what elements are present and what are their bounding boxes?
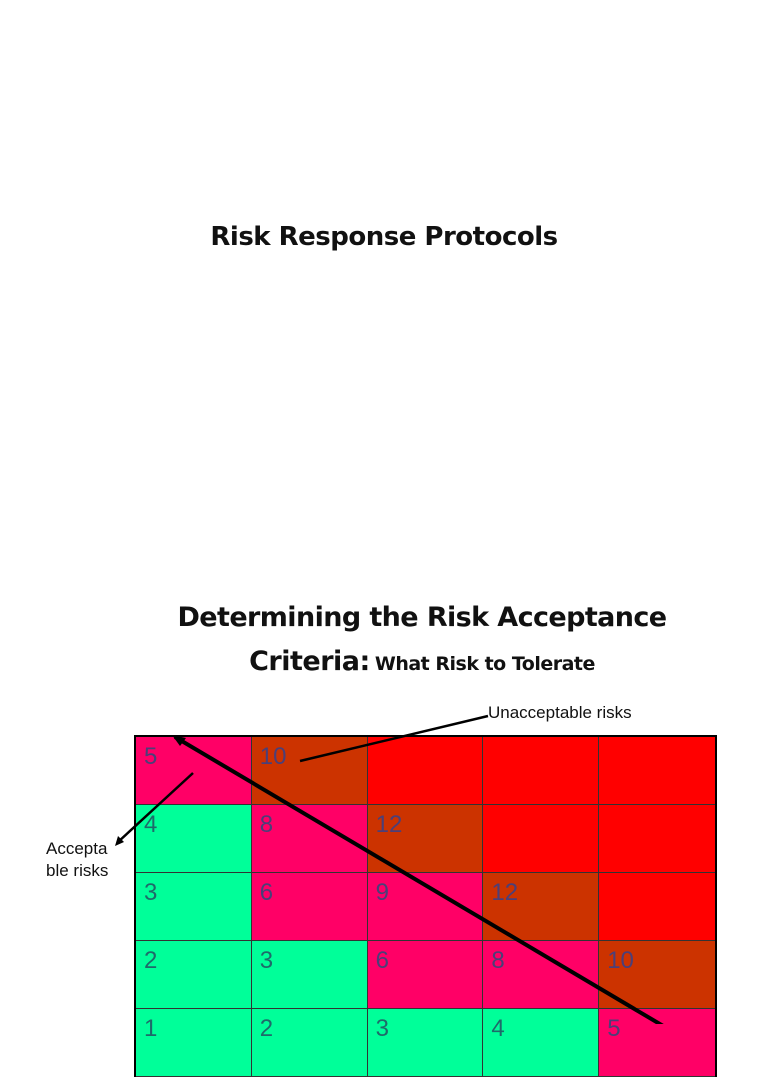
acceptable-risks-label: Accepta ble risks — [46, 838, 108, 882]
matrix-cell: 12 — [483, 873, 600, 941]
matrix-cell-value: 3 — [375, 1015, 389, 1042]
matrix-cell: 3 — [367, 1009, 484, 1077]
matrix-cell-value: 1 — [144, 1015, 158, 1042]
matrix-cell — [483, 805, 600, 873]
matrix-cell: 4 — [483, 1009, 600, 1077]
slide-title-risk-acceptance: Determining the Risk Acceptance — [177, 602, 668, 633]
matrix-cell: 6 — [367, 941, 484, 1009]
matrix-cell-value: 3 — [144, 879, 158, 906]
matrix-cell: 2 — [136, 941, 252, 1009]
matrix-cell-value: 4 — [144, 811, 158, 838]
matrix-cell: 5 — [136, 737, 252, 805]
slide-title-risk-response-protocols: Risk Response Protocols — [210, 222, 558, 252]
slide-subtitle: Criteria: What Risk to Tolerate — [0, 646, 768, 677]
matrix-cell: 8 — [483, 941, 600, 1009]
matrix-cell: 12 — [367, 805, 484, 873]
matrix-cell — [599, 805, 715, 873]
matrix-cell: 4 — [136, 805, 252, 873]
matrix-cell-value: 4 — [491, 1015, 505, 1042]
matrix-cell: 1 — [136, 1009, 252, 1077]
matrix-cell-value: 2 — [144, 947, 158, 974]
matrix-cell: 3 — [251, 941, 368, 1009]
acceptable-line1: Accepta — [46, 839, 108, 858]
matrix-cell-value: 10 — [259, 743, 287, 770]
matrix-cell — [599, 737, 715, 805]
matrix-cell — [483, 737, 600, 805]
matrix-cell: 10 — [599, 941, 715, 1009]
matrix-cell: 2 — [251, 1009, 368, 1077]
matrix-cell-value: 2 — [259, 1015, 274, 1042]
matrix-cell: 8 — [251, 805, 368, 873]
matrix-cell-value: 9 — [375, 879, 389, 906]
subtitle-criteria: Criteria: — [249, 646, 370, 677]
matrix-cell-value: 12 — [491, 879, 519, 906]
matrix-cell: 9 — [367, 873, 484, 941]
matrix-cell-value: 12 — [375, 811, 403, 838]
matrix-cell: 10 — [251, 737, 368, 805]
matrix-cell-value: 8 — [491, 947, 505, 974]
unacceptable-risks-label: Unacceptable risks — [488, 703, 632, 722]
matrix-cell-value: 5 — [144, 743, 158, 770]
matrix-cell: 5 — [599, 1009, 715, 1077]
matrix-cell-value: 6 — [375, 947, 389, 974]
subtitle-what-risk: What Risk to Tolerate — [374, 653, 596, 675]
matrix-cell: 3 — [136, 873, 252, 941]
matrix-cell — [367, 737, 484, 805]
matrix-cell-value: 5 — [607, 1015, 621, 1042]
matrix-cell-value: 8 — [259, 811, 274, 838]
matrix-cell — [599, 873, 715, 941]
arrow-head-icon — [115, 836, 124, 846]
matrix-cell-value: 3 — [259, 947, 274, 974]
matrix-cell-value: 10 — [607, 947, 634, 974]
matrix-cell: 6 — [251, 873, 368, 941]
risk-matrix: 5 10 4 8 12 3 6 9 12 2 3 6 8 10 1 2 3 4 5 — [134, 735, 717, 1077]
matrix-cell-value: 6 — [259, 879, 274, 906]
acceptable-line2: ble risks — [46, 861, 109, 880]
